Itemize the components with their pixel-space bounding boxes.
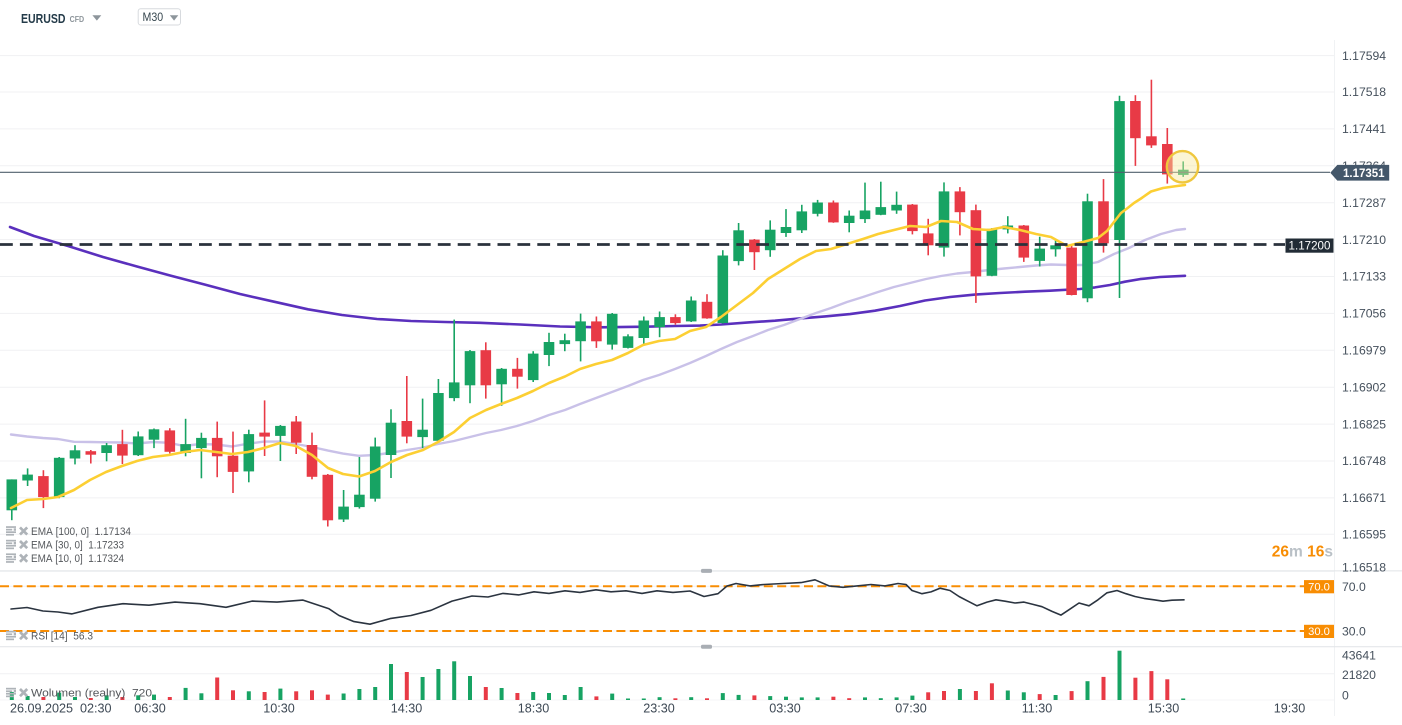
svg-text:06:30: 06:30	[134, 702, 166, 716]
svg-text:1.17287: 1.17287	[1342, 196, 1386, 210]
svg-text:23:30: 23:30	[643, 702, 675, 716]
svg-text:43641: 43641	[1342, 648, 1376, 662]
svg-text:70.0: 70.0	[1342, 580, 1366, 594]
svg-text:30.0: 30.0	[1342, 625, 1366, 639]
svg-text:1.17441: 1.17441	[1342, 122, 1386, 136]
svg-text:1.16595: 1.16595	[1342, 528, 1386, 542]
svg-text:1.17351: 1.17351	[1343, 166, 1385, 180]
svg-text:0: 0	[1342, 688, 1349, 702]
svg-text:18:30: 18:30	[518, 702, 550, 716]
svg-text:1.16748: 1.16748	[1342, 454, 1386, 468]
svg-text:CFD: CFD	[70, 14, 85, 24]
svg-text:1.16825: 1.16825	[1342, 417, 1386, 431]
svg-text:Wolumen (realny) 720: Wolumen (realny) 720	[31, 687, 152, 699]
svg-text:11:30: 11:30	[1022, 702, 1053, 716]
svg-text:1.16979: 1.16979	[1342, 344, 1386, 358]
svg-text:1.16671: 1.16671	[1342, 491, 1386, 505]
svg-text:1.16518: 1.16518	[1342, 560, 1386, 574]
svg-text:M30: M30	[143, 10, 164, 24]
svg-text:14:30: 14:30	[391, 702, 423, 716]
svg-text:EMA [10, 0] 1.17324: EMA [10, 0] 1.17324	[31, 553, 124, 565]
svg-text:03:30: 03:30	[769, 702, 801, 716]
svg-text:1.17594: 1.17594	[1342, 49, 1386, 63]
svg-text:07:30: 07:30	[895, 702, 927, 716]
svg-text:1.16902: 1.16902	[1342, 380, 1386, 394]
svg-text:10:30: 10:30	[263, 702, 295, 716]
svg-text:21820: 21820	[1342, 668, 1376, 682]
svg-text:RSI [14] 56.3: RSI [14] 56.3	[31, 630, 93, 642]
svg-text:70.0: 70.0	[1308, 581, 1330, 593]
svg-text:19:30: 19:30	[1274, 702, 1306, 716]
svg-text:1.17200: 1.17200	[1289, 240, 1331, 253]
svg-text:26.09.2025 02:30: 26.09.2025 02:30	[10, 702, 112, 716]
svg-text:15:30: 15:30	[1148, 702, 1180, 716]
svg-text:26m 16s: 26m 16s	[1272, 544, 1333, 561]
svg-text:1.17210: 1.17210	[1342, 233, 1386, 247]
svg-text:EMA [30, 0] 1.17233: EMA [30, 0] 1.17233	[31, 539, 124, 551]
svg-text:EMA [100, 0] 1.17134: EMA [100, 0] 1.17134	[31, 526, 131, 538]
svg-text:30.0: 30.0	[1308, 626, 1330, 638]
svg-text:EURUSD: EURUSD	[21, 11, 66, 26]
svg-text:1.17056: 1.17056	[1342, 307, 1386, 321]
svg-text:1.17133: 1.17133	[1342, 270, 1386, 284]
svg-text:1.17518: 1.17518	[1342, 85, 1386, 99]
